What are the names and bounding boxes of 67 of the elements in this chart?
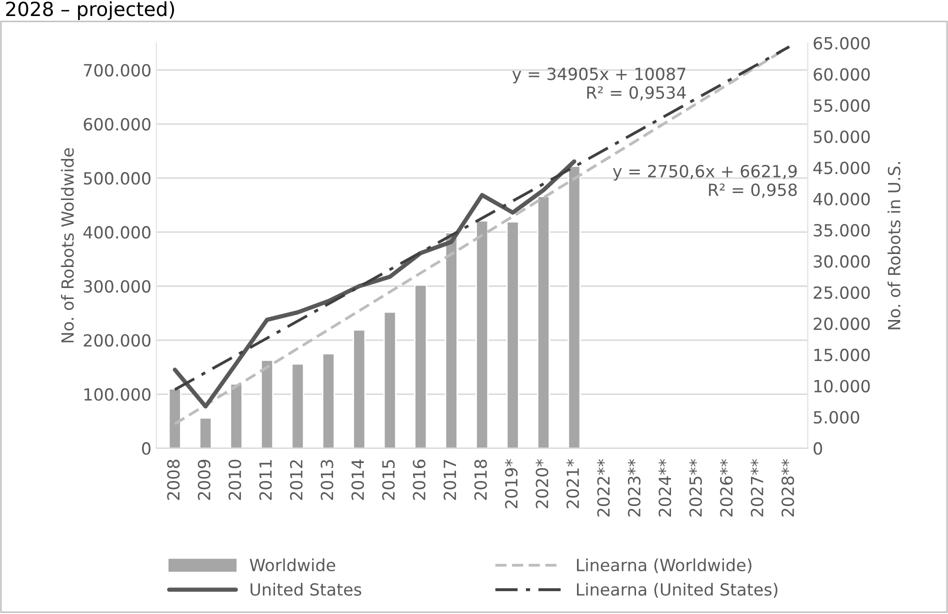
x-tick-label: 2025**: [689, 459, 702, 516]
x-tick-label: 2018: [474, 460, 487, 500]
y-tick-label: 200.000: [84, 334, 150, 347]
y2-tick-label: 45.000: [813, 162, 870, 174]
bar: [444, 232, 458, 448]
bar: [506, 221, 520, 448]
annotation: y = 2750,6x + 6621,9 R² = 0,958: [612, 164, 797, 198]
x-tick-label: 2008: [167, 460, 180, 500]
y-tick-label: 300.000: [84, 280, 150, 293]
y2-tick-label: 25.000: [814, 286, 870, 299]
x-tick-label: 2022**: [597, 459, 610, 516]
legend-label: United States: [250, 582, 362, 596]
x-tick-label: 2021*: [566, 459, 580, 508]
y2-tick-label: 60.000: [814, 68, 870, 81]
x-tick-label: 2023**: [628, 459, 640, 516]
bar: [414, 284, 428, 448]
bar: [476, 220, 489, 448]
line-series: [172, 159, 576, 409]
text: 2028 – projected): [6, 1, 174, 20]
x-tick-label: 2011: [259, 460, 272, 500]
bar: [383, 311, 396, 448]
x-tick-label: 2019*: [505, 459, 518, 508]
y2-tick-label: 55.000: [814, 99, 870, 112]
y2-tick-label: 65.000: [814, 36, 870, 50]
y2-tick-label: 50.000: [814, 130, 870, 144]
bar: [568, 165, 581, 448]
x-tick-label: 2020*: [536, 459, 548, 508]
y2-tick-label: 20.000: [814, 317, 870, 330]
y-tick-label: 0: [142, 442, 150, 455]
bar: [536, 196, 550, 448]
x-tick-label: 2010: [228, 460, 242, 500]
y2-tick-label: 35.000: [814, 224, 870, 237]
y-tick-label: 100.000: [84, 388, 150, 401]
bar: [322, 352, 335, 448]
y-tick-label: 700.000: [84, 64, 150, 77]
y-tick-label: 500.000: [84, 172, 150, 185]
x-tick-label: 2015: [382, 460, 395, 500]
y2-tick-label: 0: [814, 442, 822, 455]
y2-tick-label: 40.000: [813, 192, 870, 206]
bar: [230, 383, 243, 448]
legend-label: Linearna (United States): [577, 582, 778, 598]
y2-tick-label: 5.000: [814, 411, 860, 424]
bar: [199, 417, 212, 448]
x-tick-label: 2026**: [720, 459, 733, 516]
y2-tick-label: 15.000: [814, 348, 870, 362]
x-tick-label: 2012: [290, 460, 303, 500]
bar: [291, 363, 304, 448]
x-tick-label: 2027**: [750, 459, 764, 516]
x-tick-label: 2024**: [658, 459, 672, 516]
y-axis-title: No. of Robots Woldwide: [60, 148, 74, 342]
bar: [352, 329, 366, 448]
bar: [260, 359, 274, 448]
bar: [168, 388, 182, 448]
legend-label: Linearna (Worldwide): [577, 558, 752, 574]
y-tick-label: 400.000: [83, 226, 150, 239]
x-tick-label: 2014: [351, 460, 364, 500]
x-tick-label: 2009: [198, 460, 210, 500]
x-tick-label: 2028**: [781, 459, 794, 516]
legend-label: Worldwide: [250, 558, 336, 572]
y2-axis-title: No. of Robots in U.S.: [888, 162, 900, 330]
x-tick-label: 2013: [320, 460, 334, 500]
x-tick-label: 2016: [412, 460, 426, 500]
annotation: y = 34905x + 10087 R² = 0,9534: [512, 68, 686, 101]
y-tick-label: 600.000: [84, 118, 150, 131]
x-tick-label: 2017: [444, 460, 456, 500]
y2-tick-label: 30.000: [814, 255, 870, 268]
y2-tick-label: 10.000: [814, 380, 870, 392]
